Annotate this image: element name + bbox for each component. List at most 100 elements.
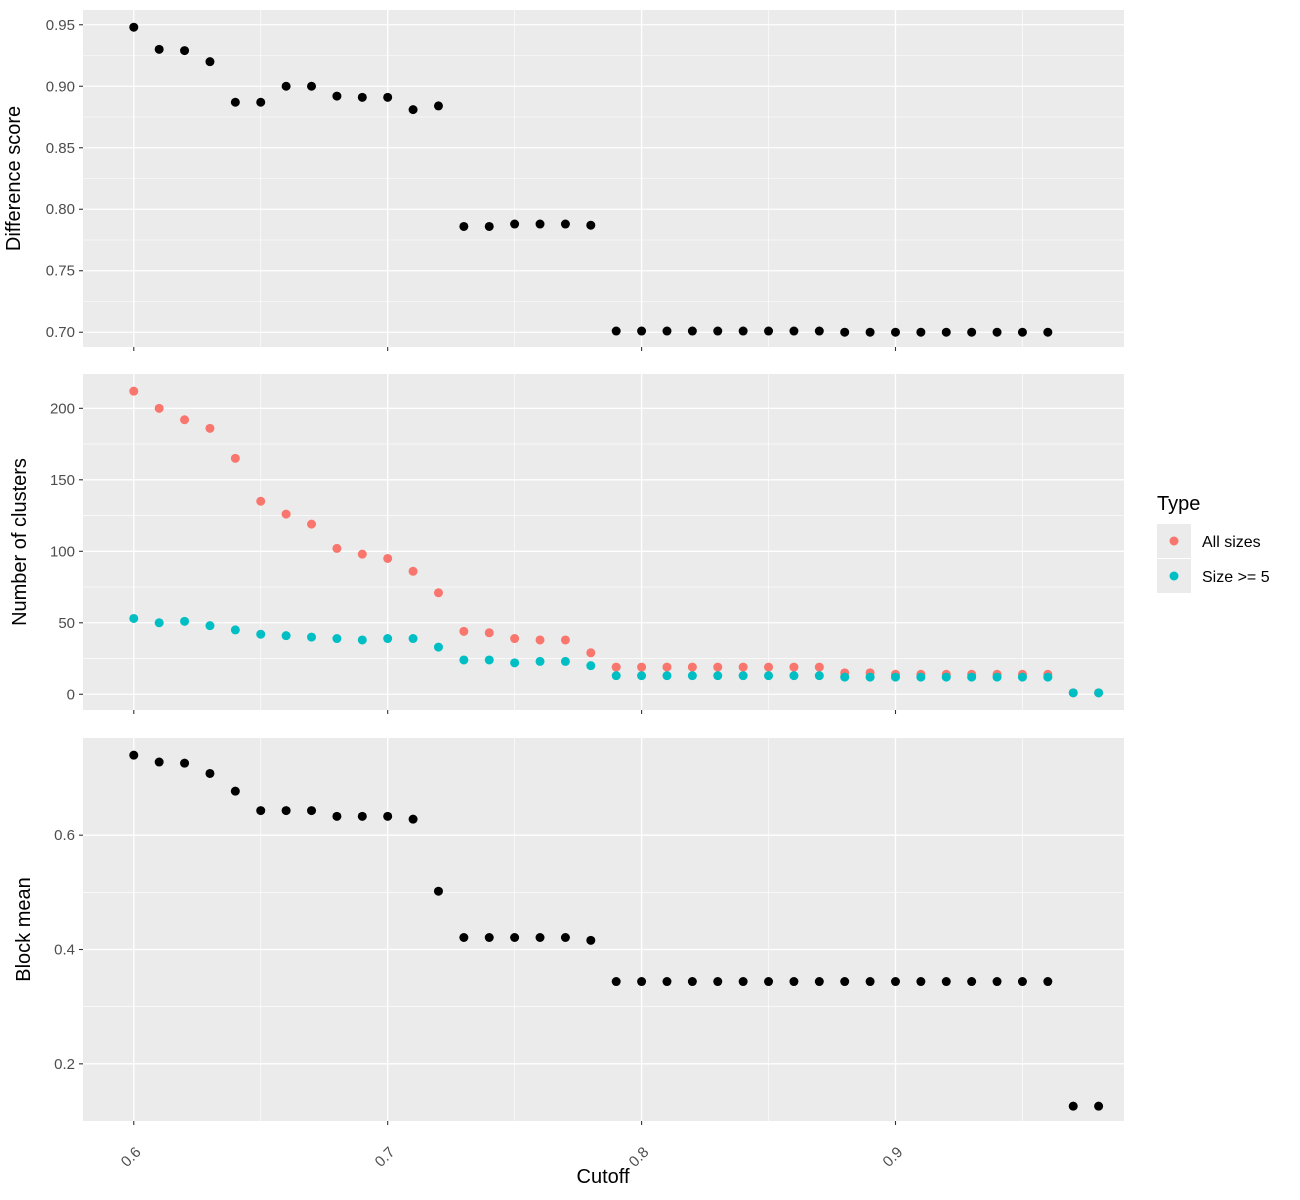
y-tick-label: 0.4 (54, 942, 75, 959)
data-point (586, 661, 596, 671)
data-point (1094, 1101, 1104, 1111)
data-point (662, 662, 672, 672)
data-point (941, 672, 951, 682)
data-point (357, 811, 367, 821)
data-point (713, 977, 723, 987)
data-point (738, 671, 748, 681)
data-point (459, 221, 469, 231)
data-point (865, 672, 875, 682)
data-point (281, 81, 291, 91)
legend-label-all-sizes: All sizes (1202, 534, 1261, 551)
data-point (662, 326, 672, 336)
y-tick-label: 100 (50, 543, 75, 560)
data-point (814, 326, 824, 336)
data-point (205, 423, 215, 433)
data-point (713, 671, 723, 681)
data-point (865, 977, 875, 987)
data-point (1094, 688, 1104, 698)
panel-1: 0.70 0.75 0.80 0.85 0.90 0.95 Difference score (3, 10, 1124, 351)
data-point (180, 46, 190, 56)
data-point (256, 806, 266, 816)
data-point (256, 496, 266, 506)
y-tick-label: 0.75 (46, 263, 75, 280)
data-point (332, 634, 342, 644)
data-point (357, 549, 367, 559)
data-point (180, 415, 190, 425)
data-point (408, 634, 418, 644)
data-point (433, 101, 443, 111)
data-point (890, 977, 900, 987)
data-point (992, 327, 1002, 337)
data-point (637, 977, 647, 987)
data-point (738, 326, 748, 336)
data-point (1043, 327, 1053, 337)
data-point (814, 671, 824, 681)
x-tick-label: 0.9 (880, 1144, 907, 1171)
data-point (637, 671, 647, 681)
data-point (586, 935, 596, 945)
data-point (129, 386, 139, 396)
data-point (865, 327, 875, 337)
data-point (535, 933, 545, 943)
data-point (789, 662, 799, 672)
data-point (814, 977, 824, 987)
data-point (510, 658, 520, 668)
data-point (738, 662, 748, 672)
legend-label-size-5: Size >= 5 (1202, 569, 1270, 586)
data-point (408, 566, 418, 576)
data-point (586, 648, 596, 658)
data-point (510, 933, 520, 943)
data-point (205, 768, 215, 778)
data-point (560, 656, 570, 666)
data-point (180, 616, 190, 626)
data-point (332, 811, 342, 821)
panel-2: 0 50 100 150 200 Number of clusters (9, 374, 1124, 714)
data-point (281, 806, 291, 816)
legend-title: Type (1157, 493, 1200, 515)
data-point (154, 44, 164, 54)
data-point (687, 326, 697, 336)
x-tick-label: 0.7 (372, 1144, 399, 1171)
x-tick-label: 0.8 (626, 1144, 653, 1171)
data-point (1068, 1101, 1078, 1111)
y-tick-label: 0.95 (46, 17, 75, 34)
data-point (256, 97, 266, 107)
data-point (890, 327, 900, 337)
data-point (1017, 977, 1027, 987)
data-point (433, 588, 443, 598)
data-point (713, 662, 723, 672)
data-point (281, 631, 291, 641)
data-point (332, 91, 342, 101)
data-point (713, 326, 723, 336)
data-point (637, 662, 647, 672)
data-point (154, 403, 164, 413)
data-point (459, 933, 469, 943)
data-point (840, 977, 850, 987)
data-point (560, 635, 570, 645)
data-point (383, 92, 393, 102)
data-point (1068, 688, 1078, 698)
y-tick-label: 0.2 (54, 1056, 75, 1073)
y-axis-title: Block mean (13, 877, 35, 982)
data-point (230, 97, 240, 107)
data-point (637, 326, 647, 336)
data-point (738, 977, 748, 987)
data-point (916, 327, 926, 337)
data-point (789, 671, 799, 681)
data-point (789, 326, 799, 336)
data-point (1017, 327, 1027, 337)
data-point (764, 671, 774, 681)
y-tick-label: 0.90 (46, 78, 75, 95)
data-point (484, 933, 494, 943)
y-axis-title: Number of clusters (9, 458, 31, 626)
data-point (967, 327, 977, 337)
data-point (307, 806, 317, 816)
y-tick-label: 150 (50, 472, 75, 489)
data-point (789, 977, 799, 987)
data-point (383, 553, 393, 563)
data-point (1043, 672, 1053, 682)
data-point (890, 672, 900, 682)
y-axis-title: Difference score (3, 106, 25, 251)
